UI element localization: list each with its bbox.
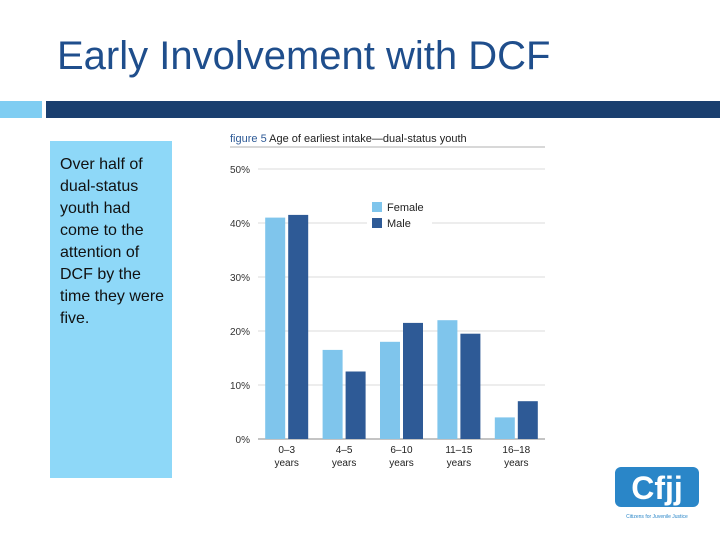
legend-label: Female — [387, 202, 424, 214]
x-tick-label-unit: years — [389, 458, 413, 469]
x-tick-label-unit: years — [504, 458, 528, 469]
accent-band-right — [46, 101, 720, 118]
bar — [460, 333, 481, 439]
y-tick-label: 50% — [230, 165, 250, 176]
y-tick-label: 0% — [236, 435, 251, 446]
legend-label: Male — [387, 218, 411, 230]
text-panel-body: Over half of dual-status youth had come … — [60, 156, 165, 327]
accent-band-left — [0, 101, 42, 118]
bar — [265, 217, 286, 439]
bar-chart: figure 5 Age of earliest intake—dual-sta… — [230, 133, 545, 469]
x-tick-label: 11–15 — [445, 445, 473, 456]
x-tick-label: 16–18 — [502, 445, 530, 456]
x-tick-label-unit: years — [447, 458, 471, 469]
chart-title-text: Age of earliest intake—dual-status youth — [269, 133, 467, 145]
y-tick-label: 30% — [230, 273, 250, 284]
svg-text:Citizens for Juvenile Justice: Citizens for Juvenile Justice — [626, 514, 688, 520]
bar — [345, 371, 366, 439]
x-tick-label: 6–10 — [390, 445, 413, 456]
bar — [517, 401, 538, 439]
bar — [380, 341, 400, 439]
text-panel — [50, 141, 172, 478]
bar — [437, 320, 458, 439]
bar — [403, 322, 423, 439]
x-tick-label-unit: years — [332, 458, 356, 469]
x-tick-label: 4–5 — [336, 445, 353, 456]
slide-title: Early Involvement with DCF — [57, 34, 551, 78]
y-tick-label: 20% — [230, 327, 250, 338]
legend-swatch — [372, 202, 382, 212]
cfjj-logo: Cfjj Citizens for Juvenile Justice — [615, 467, 699, 520]
chart-title: figure 5 Age of earliest intake—dual-sta… — [230, 133, 467, 145]
bar — [494, 417, 515, 439]
y-tick-label: 40% — [230, 219, 250, 230]
x-tick-label-unit: years — [274, 458, 298, 469]
bar — [288, 214, 309, 439]
legend-swatch — [372, 218, 382, 228]
y-tick-label: 10% — [230, 381, 250, 392]
svg-text:Cfjj: Cfjj — [631, 470, 683, 506]
x-tick-label: 0–3 — [278, 445, 295, 456]
figure-label: figure 5 — [230, 133, 269, 145]
bar — [322, 349, 343, 439]
